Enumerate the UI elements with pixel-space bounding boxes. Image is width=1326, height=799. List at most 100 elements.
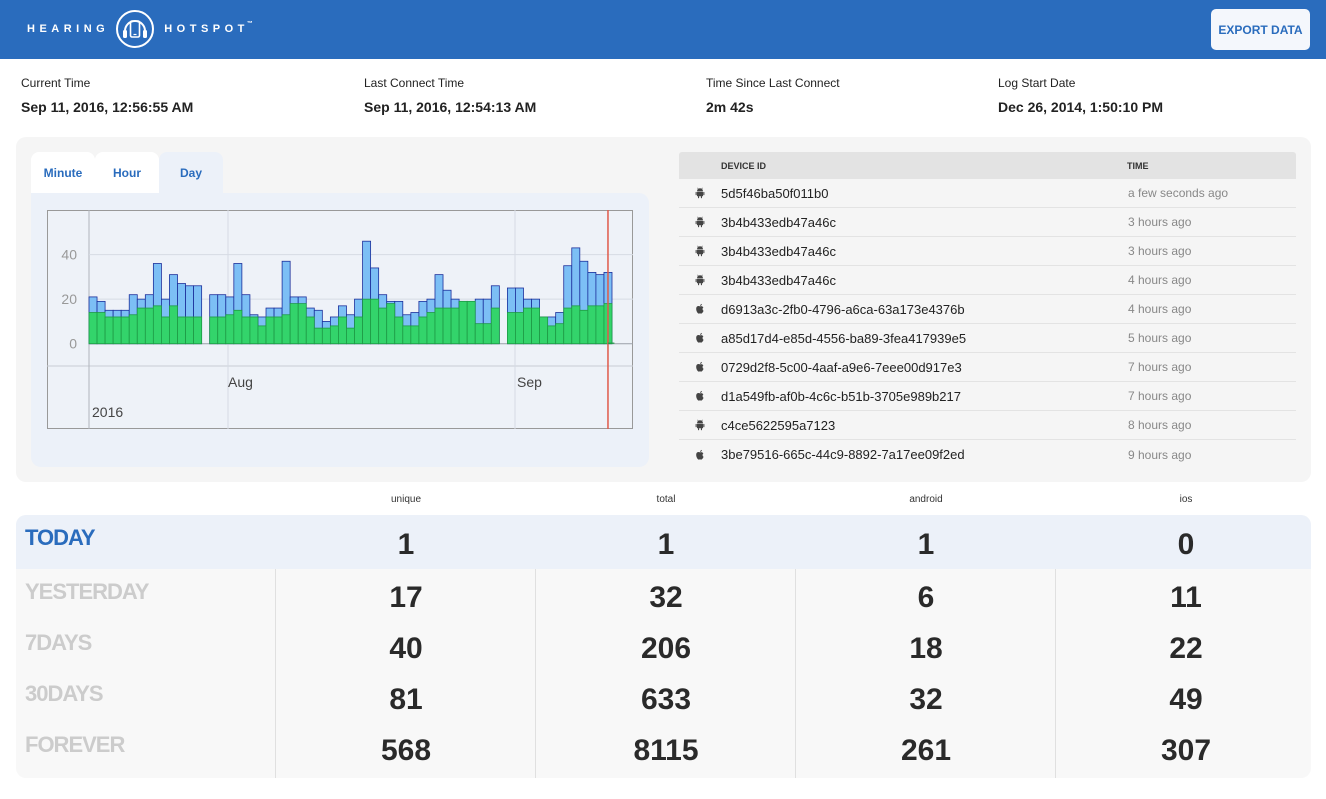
unique-bar [579, 309, 589, 345]
summary-row-label: FOREVER [25, 732, 125, 757]
apple-icon [696, 332, 704, 343]
table-row[interactable]: a85d17d4-e85d-4556-ba89-3fea417939e5 5 ho… [679, 324, 1296, 353]
trademark-symbol: ™ [246, 21, 253, 27]
unique-bar [458, 300, 468, 345]
tab-day[interactable]: Day [159, 152, 223, 193]
unique-bar [362, 298, 372, 345]
summary-row-label: TODAY [25, 525, 96, 550]
apple-icon [696, 361, 704, 372]
y-tick-labels: 0 20 40 [61, 247, 77, 352]
top-header: HEARING HOTSPOT ™ EXPORT DATA [0, 0, 1326, 59]
tab-minute[interactable]: Minute [31, 152, 95, 193]
column-divider [795, 515, 796, 778]
summary-row-7days: 7DAYS 40 206 18 22 [16, 620, 1311, 671]
brand-logo[interactable]: HEARING HOTSPOT ™ [27, 9, 253, 49]
table-row[interactable]: 0729d2f8-5c00-4aaf-a9e6-7eee00d917e3 7 ho… [679, 353, 1296, 382]
summary-value-ios: 49 [1169, 683, 1203, 716]
summary-value-unique: 1 [397, 528, 415, 561]
os-icon-cell [679, 303, 721, 315]
table-row[interactable]: 5d5f46ba50f011b0 a few seconds ago [679, 179, 1296, 208]
stat-current-time: Current Time Sep 11, 2016, 12:56:55 AM [21, 76, 193, 115]
summary-value-total: 8115 [633, 734, 699, 767]
connections-bar-chart[interactable]: 0 20 40 Aug Sep 2016 [47, 210, 634, 431]
device-time: 3 hours ago [1128, 215, 1192, 229]
table-row[interactable]: 3b4b433edb47a46c 4 hours ago [679, 266, 1296, 295]
y-tick-label: 0 [69, 336, 77, 352]
stat-value: 2m 42s [706, 99, 754, 115]
android-icon [695, 245, 705, 257]
unique-bar [185, 316, 195, 345]
device-id: 5d5f46ba50f011b0 [721, 185, 829, 201]
device-id: d1a549fb-af0b-4c6c-b51b-3705e989b217 [721, 388, 961, 404]
headphones-phone-icon [116, 10, 155, 48]
table-row[interactable]: 3b4b433edb47a46c 3 hours ago [679, 208, 1296, 237]
unique-bar [136, 307, 146, 345]
unique-bar [297, 303, 307, 345]
summary-value-total: 1 [657, 528, 675, 561]
unique-bar [128, 314, 138, 345]
summary-value-ios: 307 [1160, 734, 1212, 767]
devices-table-body: 5d5f46ba50f011b0 a few seconds ago 3b4b433… [679, 179, 1296, 469]
unique-bar [402, 325, 412, 345]
unique-bar [490, 307, 500, 345]
unique-bar [289, 303, 299, 345]
brand-word-left: HEARING [27, 23, 110, 35]
device-id: a85d17d4-e85d-4556-ba89-3fea417939e5 [721, 330, 967, 346]
column-header-unique: unique [390, 494, 422, 505]
unique-bar [177, 316, 186, 345]
unique-bar [523, 307, 532, 345]
apple-icon [696, 390, 704, 401]
devices-table-header: DEVICE ID TIME [679, 152, 1296, 179]
summary-value-android: 6 [917, 581, 935, 614]
device-id: 3b4b433edb47a46c [721, 272, 836, 288]
table-row[interactable]: d6913a3c-2fb0-4796-a6ca-63a173e4376b 4 ho… [679, 295, 1296, 324]
os-icon-cell [679, 187, 721, 199]
unique-bar [595, 305, 605, 345]
unique-bar [144, 307, 154, 345]
android-icon [695, 216, 705, 228]
unique-bar [112, 316, 122, 345]
android-icon [695, 274, 705, 286]
current-day-bar [607, 342, 615, 344]
os-icon-cell [679, 216, 721, 228]
unique-bar [273, 316, 283, 345]
chart-range-tabs: Minute Hour Day [31, 152, 223, 193]
table-row[interactable]: 3b4b433edb47a46c 3 hours ago [679, 237, 1296, 266]
export-data-button[interactable]: EXPORT DATA [1211, 9, 1310, 50]
device-time: 7 hours ago [1128, 389, 1192, 403]
device-time: 3 hours ago [1128, 244, 1192, 258]
summary-value-unique: 81 [389, 683, 423, 716]
table-row[interactable]: c4ce5622595a7123 8 hours ago [679, 411, 1296, 440]
unique-bar [249, 316, 259, 345]
unique-bar [233, 309, 243, 345]
unique-bar [555, 323, 565, 345]
device-time: 4 hours ago [1128, 302, 1192, 316]
device-id: d6913a3c-2fb0-4796-a6ca-63a173e4376b [721, 301, 965, 317]
stat-value: Sep 11, 2016, 12:56:55 AM [21, 99, 194, 115]
android-icon [695, 187, 705, 199]
unique-bar [482, 323, 492, 345]
unique-bar [563, 307, 573, 345]
unique-bar [410, 325, 420, 345]
unique-bar [450, 307, 460, 345]
unique-bar [434, 307, 444, 345]
apple-icon [696, 449, 704, 460]
stat-time-since-last-connect: Time Since Last Connect 2m 42s [706, 76, 840, 115]
summary-value-unique: 568 [380, 734, 432, 767]
stat-last-connect-time: Last Connect Time Sep 11, 2016, 12:54:13… [364, 76, 536, 115]
summary-value-total: 633 [640, 683, 692, 716]
unique-bar [571, 305, 581, 345]
tab-hour[interactable]: Hour [95, 152, 159, 193]
unique-bar [257, 325, 267, 345]
stat-label: Time Since Last Connect [706, 76, 840, 90]
unique-bar [354, 316, 363, 345]
summary-value-total: 32 [649, 581, 683, 614]
unique-bar [338, 316, 347, 345]
unique-bar [209, 316, 219, 345]
unique-bar [217, 316, 227, 345]
table-row[interactable]: 3be79516-665c-44c9-8892-7a17ee09f2ed 9 ho… [679, 440, 1296, 469]
table-row[interactable]: d1a549fb-af0b-4c6c-b51b-3705e989b217 7 ho… [679, 382, 1296, 411]
stat-label: Log Start Date [998, 76, 1076, 90]
os-icon-cell [679, 332, 721, 344]
unique-bar [104, 316, 114, 345]
